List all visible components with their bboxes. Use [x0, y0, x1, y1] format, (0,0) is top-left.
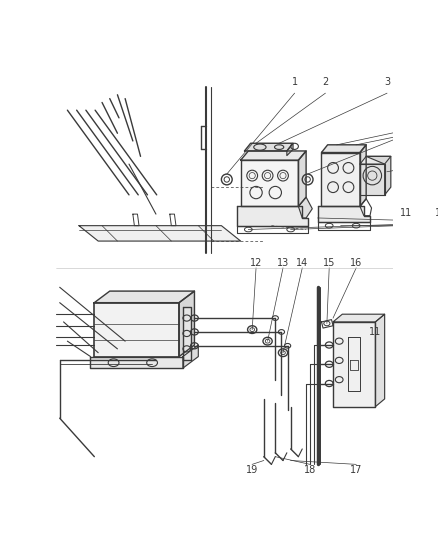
Text: 2: 2	[322, 77, 328, 87]
Polygon shape	[287, 143, 293, 156]
Polygon shape	[298, 197, 312, 218]
Polygon shape	[366, 156, 391, 195]
Polygon shape	[333, 322, 375, 407]
Polygon shape	[79, 225, 240, 241]
Text: 11: 11	[369, 327, 381, 337]
Polygon shape	[240, 151, 306, 160]
Polygon shape	[333, 314, 385, 322]
Text: 19: 19	[246, 465, 258, 475]
Text: 14: 14	[296, 257, 308, 268]
Polygon shape	[360, 156, 391, 164]
Polygon shape	[91, 357, 183, 368]
Polygon shape	[179, 291, 194, 357]
Polygon shape	[183, 345, 198, 368]
Text: 3: 3	[384, 77, 390, 87]
Polygon shape	[321, 145, 366, 152]
Polygon shape	[94, 303, 179, 357]
Text: 18: 18	[304, 465, 316, 475]
Polygon shape	[183, 306, 191, 360]
Polygon shape	[244, 143, 293, 151]
Text: 16: 16	[350, 257, 362, 268]
Polygon shape	[360, 164, 385, 195]
Polygon shape	[237, 206, 308, 225]
Text: 10: 10	[435, 208, 438, 218]
Polygon shape	[94, 291, 194, 303]
Polygon shape	[360, 145, 366, 206]
Text: 11: 11	[400, 208, 412, 218]
Text: 13: 13	[277, 257, 289, 268]
Polygon shape	[375, 314, 385, 407]
Text: 17: 17	[350, 465, 362, 475]
Polygon shape	[240, 160, 298, 206]
Polygon shape	[318, 206, 370, 222]
Polygon shape	[298, 151, 306, 206]
Text: 12: 12	[250, 257, 262, 268]
Text: 1: 1	[291, 77, 297, 87]
Text: 15: 15	[323, 257, 336, 268]
Polygon shape	[321, 152, 360, 206]
